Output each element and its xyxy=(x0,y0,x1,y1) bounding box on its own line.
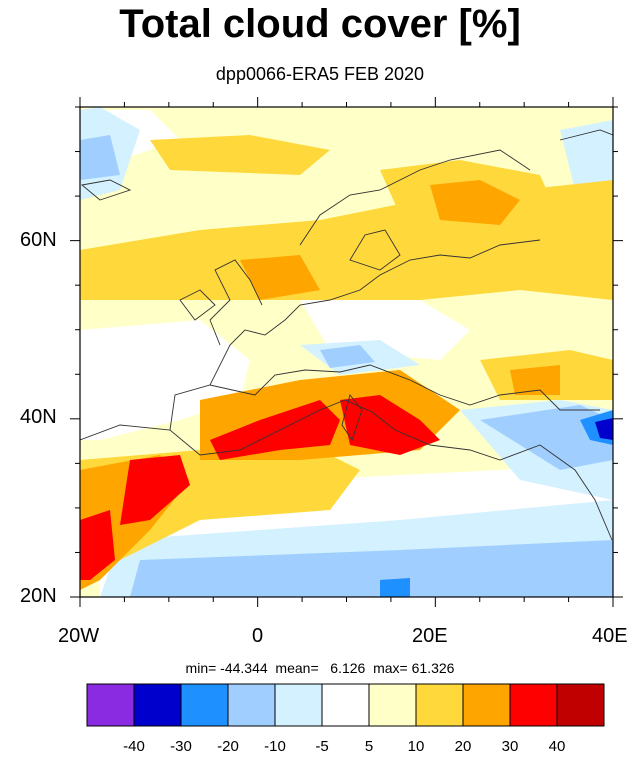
colorbar-swatch xyxy=(86,683,135,727)
lon-label-20w: 20W xyxy=(58,625,100,647)
colorbar-swatch xyxy=(368,683,417,727)
axis-ticks xyxy=(70,97,623,607)
colorbar-swatch xyxy=(180,683,229,727)
lat-label-40n: 40N xyxy=(20,406,57,428)
colorbar-label: 20 xyxy=(454,738,472,755)
map-title: Total cloud cover [%] xyxy=(119,2,521,46)
colorbar-label: -5 xyxy=(315,738,329,755)
colorbar-label: -20 xyxy=(217,738,239,755)
lon-label-0: 0 xyxy=(252,625,264,647)
lat-label-60n: 60N xyxy=(20,229,57,251)
map-subtitle: dpp0066-ERA5 FEB 2020 xyxy=(215,64,425,84)
colorbar-label: -40 xyxy=(123,738,145,755)
colorbar-swatch xyxy=(509,683,558,727)
colorbar-label: 5 xyxy=(364,738,374,755)
lon-label-40e: 40E xyxy=(592,625,628,647)
colorbar-label: 30 xyxy=(501,738,519,755)
colorbar-swatch xyxy=(462,683,511,727)
colorbar-swatch xyxy=(321,683,370,727)
cloud-cover-map xyxy=(70,97,623,607)
colorbar-swatch xyxy=(274,683,323,727)
stats-line: min= -44.344 mean= 6.126 max= 61.326 xyxy=(185,660,455,676)
colorbar-label: 10 xyxy=(407,738,425,755)
colorbar-swatch xyxy=(133,683,182,727)
lon-label-20e: 20E xyxy=(412,625,448,647)
map-field xyxy=(80,107,613,597)
colorbar-swatch xyxy=(415,683,464,727)
lat-label-20n: 20N xyxy=(20,585,57,607)
colorbar-swatch xyxy=(556,683,605,727)
colorbar-swatch xyxy=(227,683,276,727)
colorbar-label: -10 xyxy=(264,738,286,755)
colorbar-label: -30 xyxy=(170,738,192,755)
colorbar-label: 40 xyxy=(548,738,566,755)
